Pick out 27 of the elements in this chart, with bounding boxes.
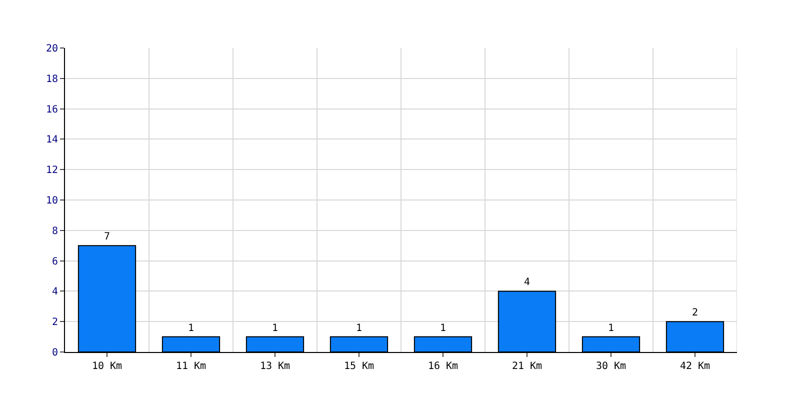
data-label: 1 <box>440 322 446 334</box>
y-tick-label: 4 <box>52 286 58 298</box>
data-label: 1 <box>356 322 362 334</box>
y-tick-label: 6 <box>52 256 58 268</box>
data-label: 4 <box>524 277 530 288</box>
y-tick-label: 8 <box>52 226 58 237</box>
y-tick-label: 20 <box>46 44 58 54</box>
data-label: 1 <box>188 322 194 334</box>
x-tick-label: 42 Km <box>680 361 710 372</box>
data-label: 1 <box>608 322 614 334</box>
data-label: 7 <box>104 232 110 243</box>
y-tick-label: 10 <box>46 196 58 206</box>
data-label: 1 <box>272 322 278 334</box>
y-tick-label: 2 <box>52 317 58 328</box>
x-tick-label: 11 Km <box>176 361 206 372</box>
x-tick-label: 13 Km <box>260 361 290 372</box>
x-tick-label: 30 Km <box>596 361 626 372</box>
y-tick-label: 16 <box>46 104 58 116</box>
y-tick-label: 18 <box>46 74 58 85</box>
x-tick-label: 16 Km <box>428 361 458 372</box>
x-tick-label: 10 Km <box>92 361 122 372</box>
y-tick-label: 12 <box>46 165 58 176</box>
x-tick-label: 15 Km <box>344 361 374 372</box>
y-tick-label: 14 <box>46 134 58 146</box>
data-label: 2 <box>692 308 698 319</box>
x-tick-label: 21 Km <box>512 361 542 372</box>
y-tick-label: 0 <box>52 348 58 358</box>
